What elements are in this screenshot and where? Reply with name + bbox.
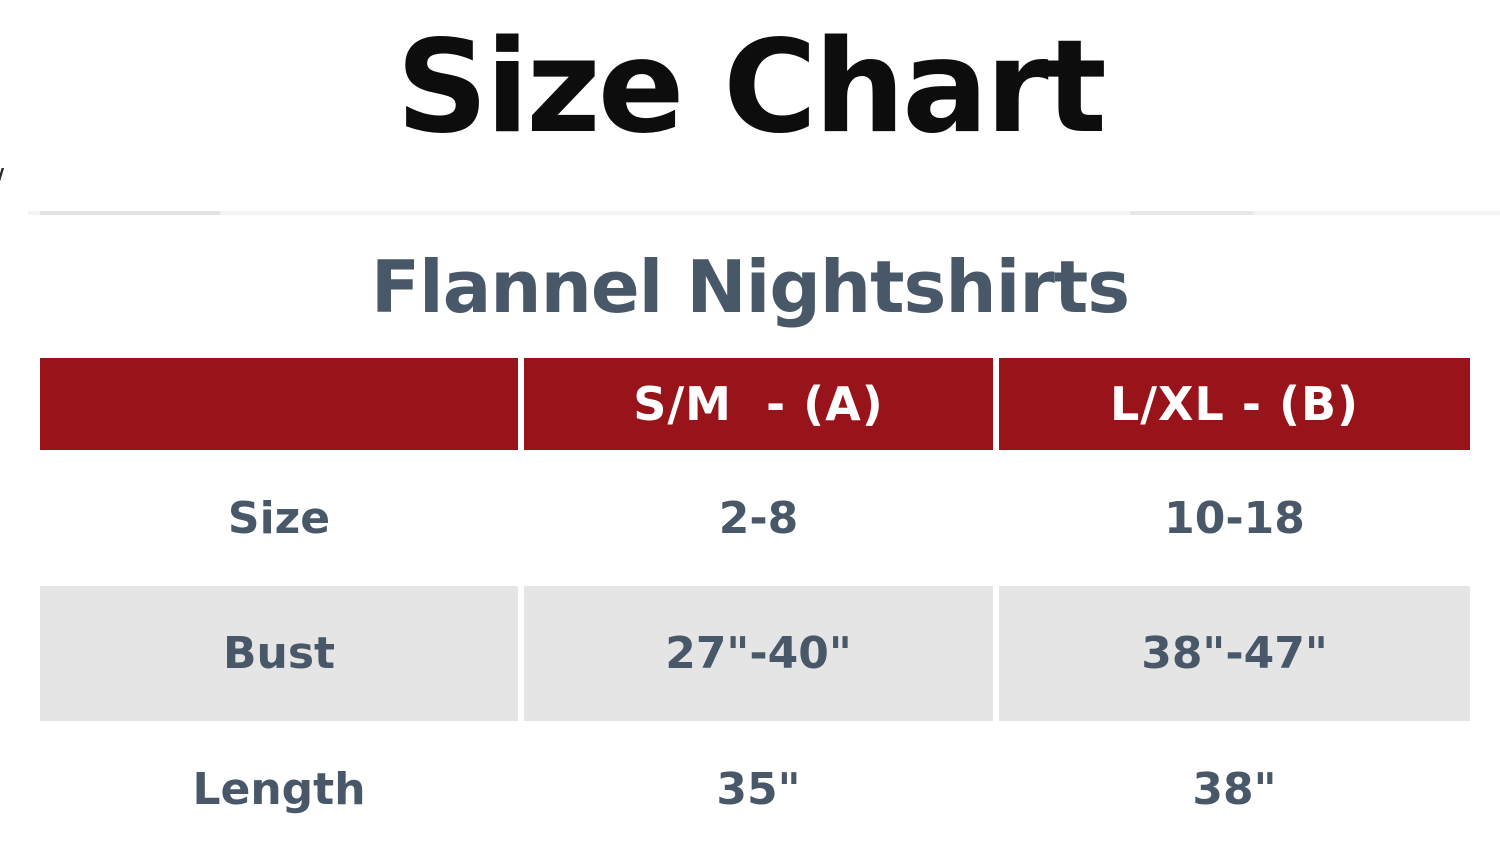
row-label-bust: Bust [40,586,518,721]
cell-length-lxl: 38" [1192,763,1277,815]
edge-text-fragment: / [0,163,4,198]
cell-bust-lxl: 38"-47" [999,586,1470,721]
cell-size-sm: 2-8 [718,492,799,544]
divider-segment-left [40,211,220,215]
divider-line [28,211,1500,215]
row-label-size: Size [227,492,331,544]
divider-segment-right [1130,211,1253,215]
size-chart-table: S/M - (A) L/XL - (B) Size 2-8 10-18 Bust… [40,358,1470,842]
column-header-blank [40,358,518,450]
product-subtitle: Flannel Nightshirts [370,245,1130,329]
column-header-lxl: L/XL - (B) [999,358,1470,450]
cell-size-lxl: 10-18 [1164,492,1305,544]
cell-length-sm: 35" [716,763,801,815]
page-title: Size Chart [396,13,1107,162]
cell-bust-sm: 27"-40" [524,586,993,721]
row-label-length: Length [192,763,366,815]
column-header-sm: S/M - (A) [524,358,993,450]
